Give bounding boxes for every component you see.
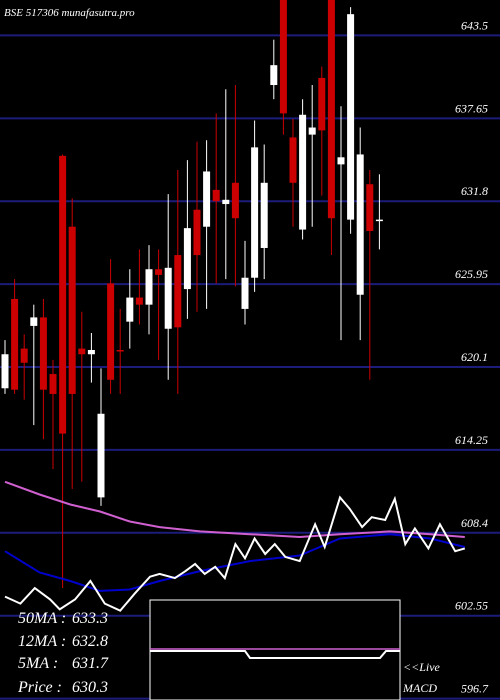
candle-body xyxy=(308,127,316,135)
legend-value: 632.8 xyxy=(72,633,108,650)
candle-body xyxy=(299,114,307,230)
candle-body xyxy=(241,277,249,309)
candle-body xyxy=(135,297,143,305)
candle-body xyxy=(145,269,153,305)
candle-body xyxy=(59,155,67,434)
y-tick-label: 631.8 xyxy=(461,184,488,198)
candle-body xyxy=(193,209,201,256)
ma-line xyxy=(4,495,466,612)
y-tick-label: 614.25 xyxy=(455,433,488,447)
macd-panel xyxy=(149,599,401,700)
marks xyxy=(1,0,466,612)
candle-body xyxy=(97,413,105,498)
candle-body xyxy=(289,137,297,183)
candle-body xyxy=(212,189,220,202)
candle-body xyxy=(116,350,124,352)
candle-body xyxy=(279,0,287,114)
candle-body xyxy=(183,228,191,290)
candle-body xyxy=(347,14,355,220)
legend-value: 631.7 xyxy=(72,655,109,672)
candle-body xyxy=(318,77,326,131)
legend-label: 5MA : xyxy=(18,655,58,672)
legend-value: 630.3 xyxy=(72,679,108,696)
chart-title: BSE 517306 munafasutra.pro xyxy=(4,7,135,19)
candle-body xyxy=(174,255,182,328)
y-tick-label: 625.95 xyxy=(455,267,488,281)
candle-body xyxy=(337,157,345,165)
y-tick-label: 637.65 xyxy=(455,101,488,115)
ma-line xyxy=(4,480,465,539)
candle-body xyxy=(68,226,76,394)
legend-label: Price : xyxy=(17,679,62,696)
y-tick-label: 620.1 xyxy=(461,350,488,364)
legend-label: 12MA : xyxy=(18,633,66,650)
candle-body xyxy=(20,348,28,363)
candle-body xyxy=(155,269,163,275)
y-tick-label: 602.55 xyxy=(455,599,488,613)
candle-body xyxy=(356,154,364,295)
candle-body xyxy=(107,283,115,380)
candle-body xyxy=(11,298,19,390)
candle-body xyxy=(203,171,211,227)
candle-body xyxy=(260,182,268,248)
candle-body xyxy=(231,182,239,219)
y-tick-label: 596.7 xyxy=(461,682,489,696)
candle-body xyxy=(222,199,230,205)
candle-body xyxy=(251,147,259,278)
candle-body xyxy=(87,350,95,355)
candle-body xyxy=(39,317,47,390)
candle-body xyxy=(30,317,38,326)
y-tick-label: 643.5 xyxy=(461,18,488,32)
candle-body xyxy=(164,267,172,329)
y-tick-label: 608.4 xyxy=(461,516,488,530)
candle-body xyxy=(78,348,86,355)
candle-body xyxy=(366,184,374,231)
candle-body xyxy=(1,354,9,389)
candle-body xyxy=(327,0,335,219)
legend-value: 633.3 xyxy=(72,610,108,627)
macd-label: <<Live xyxy=(403,660,441,674)
candle-body xyxy=(126,297,134,322)
candle-body xyxy=(49,374,57,394)
candle-body xyxy=(270,65,278,86)
macd-line xyxy=(150,650,400,659)
ma-line xyxy=(4,533,466,592)
macd-label: MACD xyxy=(402,681,437,695)
candle-body xyxy=(375,219,383,222)
legend-label: 50MA : xyxy=(18,610,66,627)
